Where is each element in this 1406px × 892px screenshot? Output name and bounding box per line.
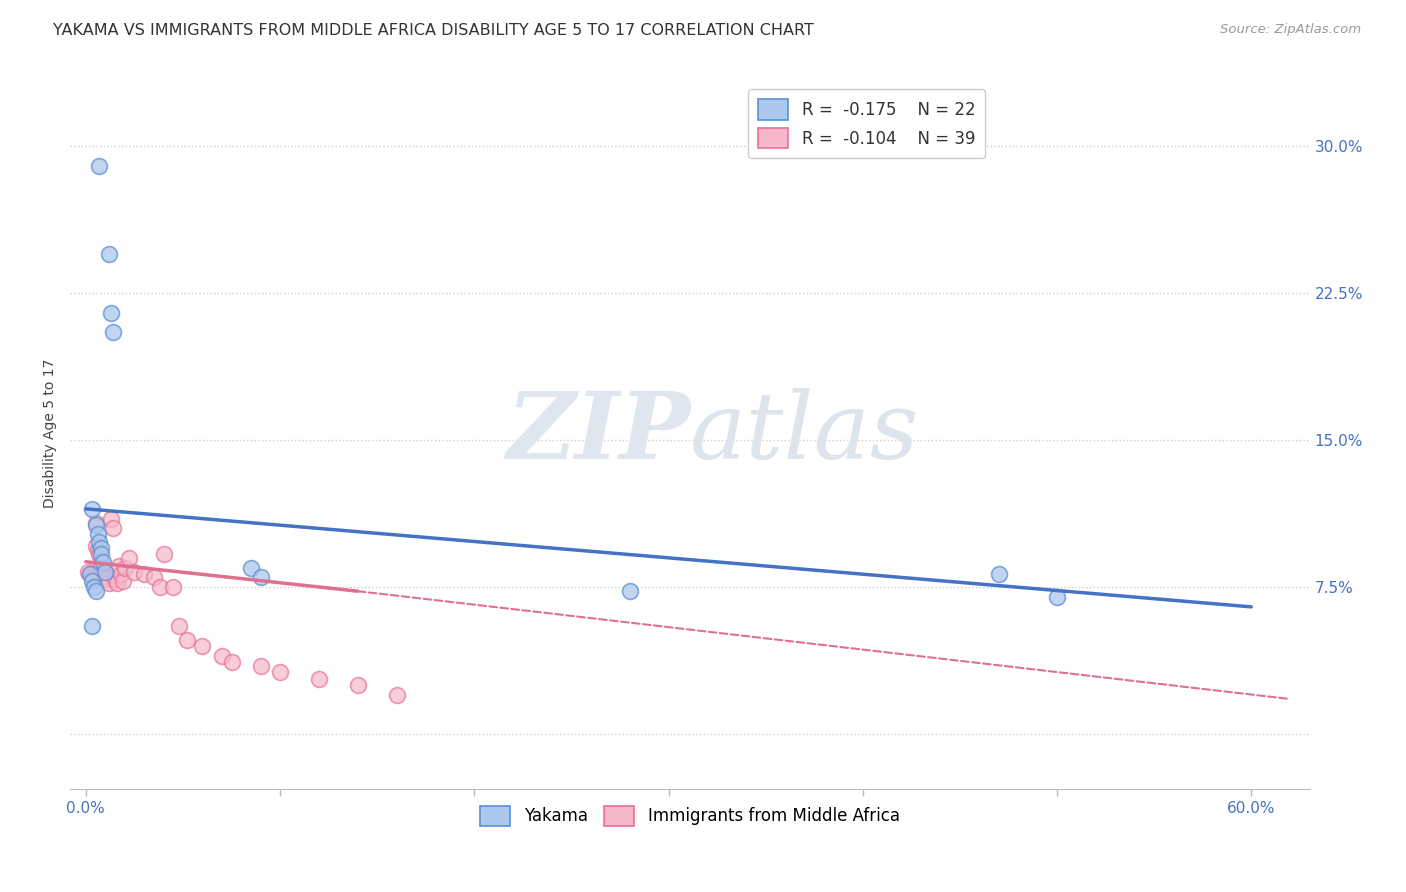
Text: YAKAMA VS IMMIGRANTS FROM MIDDLE AFRICA DISABILITY AGE 5 TO 17 CORRELATION CHART: YAKAMA VS IMMIGRANTS FROM MIDDLE AFRICA … xyxy=(53,23,814,38)
Point xyxy=(76,565,98,579)
Point xyxy=(134,566,156,581)
Point xyxy=(249,658,271,673)
Point xyxy=(79,566,101,581)
Point xyxy=(90,560,112,574)
Point xyxy=(84,516,107,530)
Point xyxy=(91,555,114,569)
Point xyxy=(114,560,136,574)
Point xyxy=(79,566,101,581)
Point xyxy=(346,678,368,692)
Point xyxy=(105,576,128,591)
Point xyxy=(80,501,103,516)
Point xyxy=(1046,590,1069,604)
Point xyxy=(249,570,271,584)
Point xyxy=(89,535,111,549)
Point xyxy=(269,665,291,679)
Point xyxy=(80,574,103,589)
Point xyxy=(96,573,118,587)
Point xyxy=(111,574,134,589)
Text: Source: ZipAtlas.com: Source: ZipAtlas.com xyxy=(1220,23,1361,37)
Point xyxy=(142,570,165,584)
Point xyxy=(86,543,108,558)
Point xyxy=(84,517,107,532)
Point xyxy=(239,560,262,574)
Point xyxy=(987,566,1010,581)
Text: ZIP: ZIP xyxy=(506,388,690,478)
Point xyxy=(110,566,132,581)
Point xyxy=(117,550,139,565)
Point xyxy=(149,580,172,594)
Point xyxy=(100,306,122,320)
Point xyxy=(101,521,124,535)
Point xyxy=(221,655,243,669)
Point xyxy=(91,565,114,579)
Point xyxy=(108,558,131,573)
Point xyxy=(619,584,641,599)
Point xyxy=(162,580,184,594)
Point xyxy=(84,584,107,599)
Point xyxy=(83,573,105,587)
Point xyxy=(98,247,121,261)
Point xyxy=(211,648,233,663)
Point xyxy=(89,159,111,173)
Point xyxy=(101,326,124,340)
Point xyxy=(90,555,112,569)
Point xyxy=(89,547,111,561)
Point xyxy=(176,633,198,648)
Point xyxy=(100,511,122,525)
Text: atlas: atlas xyxy=(690,388,920,478)
Point xyxy=(385,688,408,702)
Point xyxy=(124,565,146,579)
Legend: Yakama, Immigrants from Middle Africa: Yakama, Immigrants from Middle Africa xyxy=(472,797,908,834)
Point xyxy=(191,639,214,653)
Point xyxy=(90,541,112,555)
Point xyxy=(80,619,103,633)
Point xyxy=(104,573,127,587)
Point xyxy=(94,565,117,579)
Point xyxy=(308,673,330,687)
Point xyxy=(167,619,190,633)
Point xyxy=(86,527,108,541)
Point xyxy=(83,580,105,594)
Y-axis label: Disability Age 5 to 17: Disability Age 5 to 17 xyxy=(44,359,58,508)
Point xyxy=(98,576,121,591)
Point xyxy=(80,570,103,584)
Point xyxy=(90,547,112,561)
Point xyxy=(152,547,174,561)
Point xyxy=(94,570,117,584)
Point xyxy=(84,539,107,553)
